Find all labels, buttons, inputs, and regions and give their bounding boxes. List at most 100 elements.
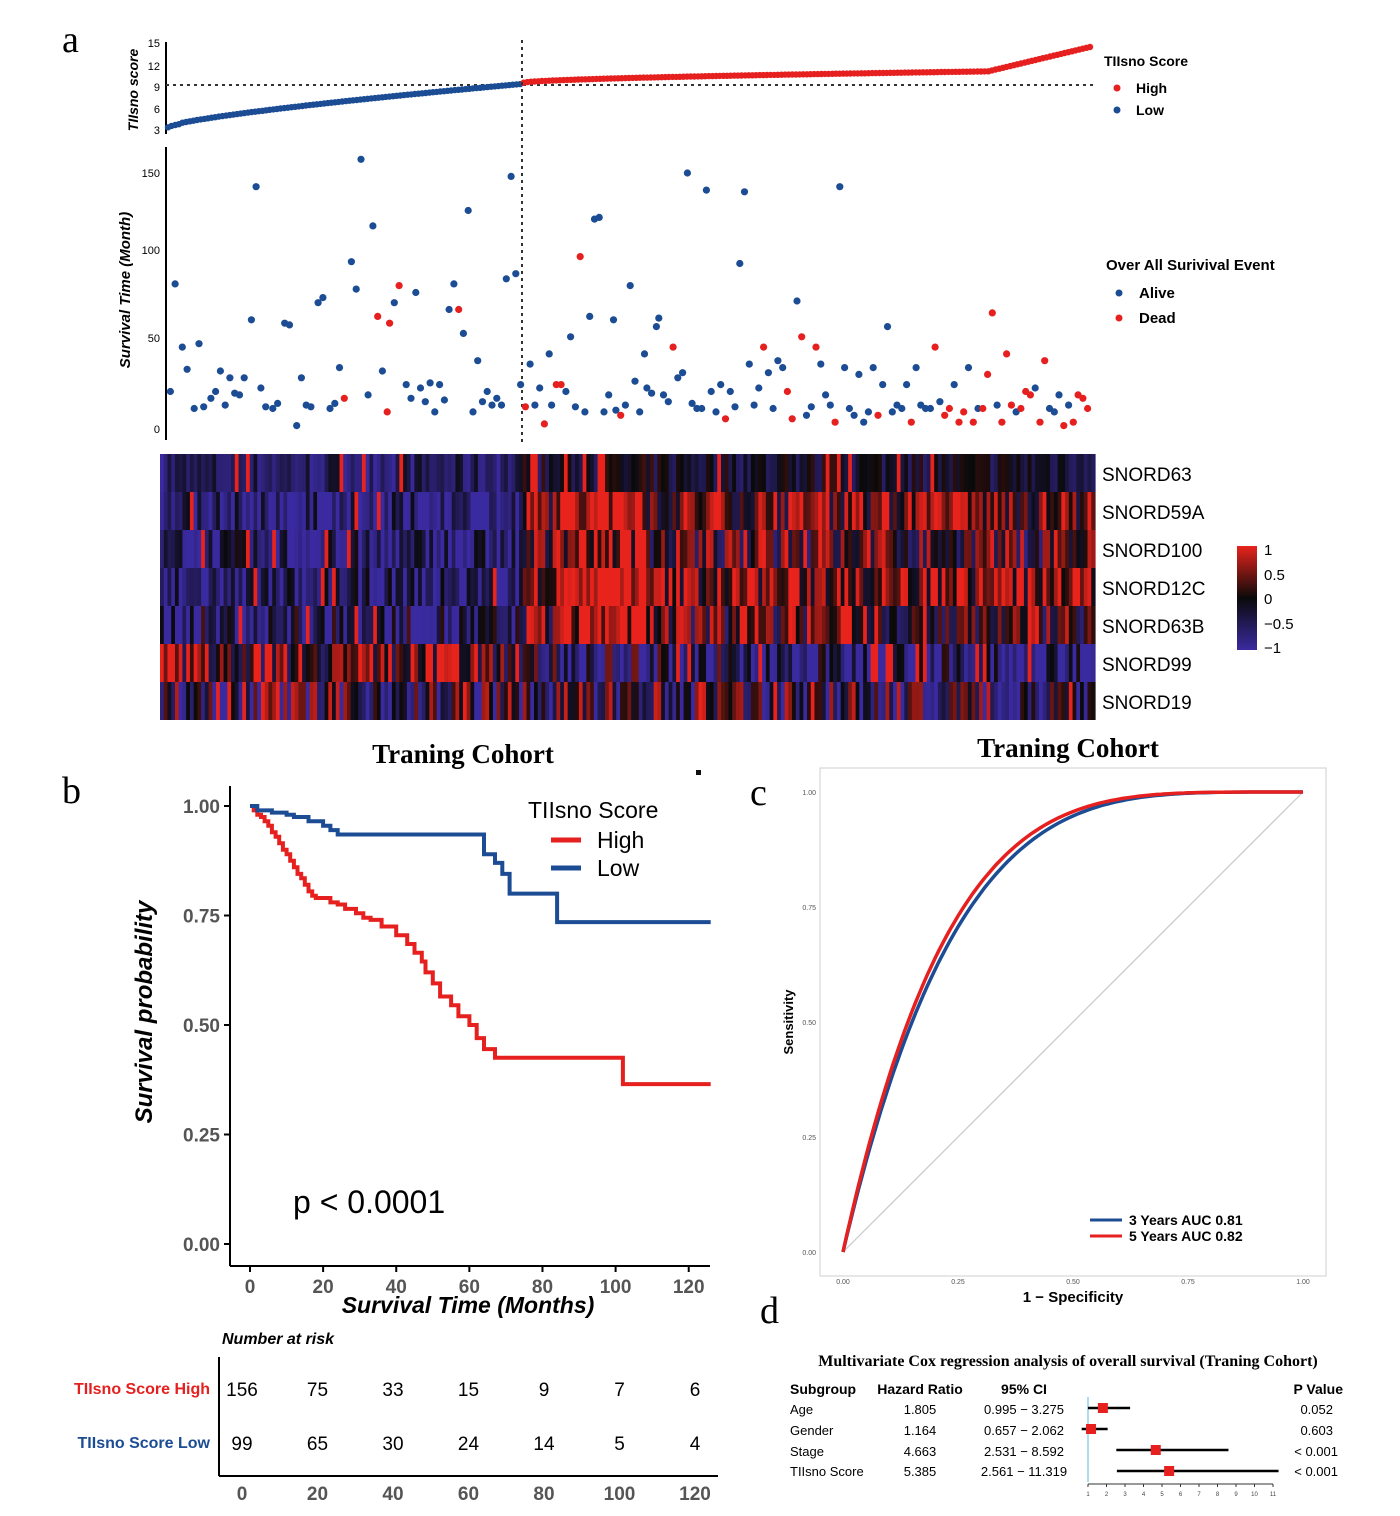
heatmap-cell <box>657 606 662 644</box>
heatmap-cell <box>373 606 378 644</box>
heatmap-cell <box>979 492 984 530</box>
heatmap-cell <box>384 606 389 644</box>
colorbar-tick: 0.5 <box>1264 567 1285 584</box>
heatmap-cell <box>552 644 558 682</box>
heatmap-cell <box>859 606 864 644</box>
heatmap-cell <box>272 568 277 606</box>
heatmap-cell <box>1027 568 1033 606</box>
heatmap-cell <box>421 644 427 682</box>
survival-dot <box>874 411 882 419</box>
heatmap-cell <box>178 682 184 720</box>
survival-dot <box>1079 394 1087 402</box>
heatmap-cell <box>369 454 374 492</box>
heatmap-cell <box>474 492 479 530</box>
heatmap-cell <box>519 606 524 644</box>
heatmap-cell <box>1027 644 1033 682</box>
heatmap-cell <box>679 454 685 492</box>
heatmap-cell <box>234 606 240 644</box>
heatmap-cell <box>844 606 849 644</box>
heatmap-cell <box>769 682 774 720</box>
survival-dot <box>571 403 580 411</box>
heatmap-cell <box>612 568 617 606</box>
heatmap-cell <box>821 454 827 492</box>
heatmap-cell <box>762 492 767 530</box>
heatmap-cell <box>1001 644 1006 682</box>
heatmap-cell <box>788 492 793 530</box>
heatmap-cell <box>777 492 782 530</box>
forest-row-hr: 5.385 <box>904 1464 937 1479</box>
heatmap-cell <box>388 530 393 568</box>
heatmap-cell <box>851 568 857 606</box>
heatmap-cell <box>893 454 898 492</box>
heatmap-cell <box>429 644 434 682</box>
heatmap-cell <box>795 606 801 644</box>
heatmap-cell <box>937 454 943 492</box>
heatmap-cell <box>956 530 961 568</box>
heatmap-cell <box>769 492 774 530</box>
forest-xtick-label: 9 <box>1234 1492 1238 1498</box>
heatmap-cell <box>298 682 303 720</box>
heatmap-cell <box>664 644 670 682</box>
heatmap-cell <box>664 606 670 644</box>
survival-dot <box>812 343 820 351</box>
heatmap-cell <box>216 454 221 492</box>
heatmap-cell <box>930 606 935 644</box>
heatmap-cell <box>735 644 741 682</box>
heatmap-cell <box>866 492 872 530</box>
heatmap-cell <box>571 454 576 492</box>
survival-dot <box>252 183 260 191</box>
heatmap-cell <box>717 492 722 530</box>
heatmap-cell <box>418 644 423 682</box>
heatmap-cell <box>358 492 363 530</box>
heatmap-cell <box>1031 606 1036 644</box>
heatmap-cell <box>1038 606 1044 644</box>
heatmap-cell <box>369 606 374 644</box>
heatmap-cell <box>504 606 509 644</box>
heatmap-cell <box>642 530 647 568</box>
heatmap-cell <box>792 454 797 492</box>
heatmap-cell <box>934 568 939 606</box>
heatmap-cell <box>836 530 842 568</box>
heatmap-cell <box>197 682 202 720</box>
heatmap-cell <box>795 492 801 530</box>
heatmap-cell <box>971 682 976 720</box>
heatmap-cell <box>750 454 756 492</box>
heatmap-cell <box>870 492 875 530</box>
heatmap-cell <box>911 568 917 606</box>
heatmap-cell <box>212 644 217 682</box>
heatmap-cell <box>840 568 846 606</box>
survival-dot <box>293 422 301 430</box>
heatmap-cell <box>1053 644 1059 682</box>
heatmap-cell <box>515 644 520 682</box>
heatmap-cell <box>421 568 427 606</box>
heatmap-cell <box>829 454 834 492</box>
heatmap-cell <box>1046 530 1051 568</box>
heatmap-cell <box>702 682 707 720</box>
heatmap-cell <box>328 530 333 568</box>
heatmap-cell <box>257 492 262 530</box>
heatmap-cell <box>904 454 909 492</box>
heatmap-cell <box>563 568 569 606</box>
heatmap-cell <box>919 568 924 606</box>
heatmap-cell <box>683 492 688 530</box>
heatmap-cell <box>481 682 486 720</box>
km-ytick-label: 0.75 <box>183 907 220 928</box>
heatmap-cell <box>406 530 412 568</box>
heatmap-cell <box>780 492 786 530</box>
heatmap-cell <box>328 644 333 682</box>
heatmap-cell <box>941 454 946 492</box>
heatmap-cell <box>672 568 677 606</box>
heatmap-cell <box>863 644 868 682</box>
heatmap-cell <box>302 492 307 530</box>
event-legend-title: Over All Surivival Event <box>1106 257 1275 274</box>
survival-dot <box>1050 408 1058 416</box>
survival-dot <box>850 411 858 419</box>
heatmap-cell <box>167 606 172 644</box>
heatmap-cell <box>844 530 849 568</box>
survival-dot <box>869 364 877 372</box>
survival-y-label: Survival Time (Month) <box>117 212 134 368</box>
survival-dot <box>576 253 584 261</box>
heatmap-cell <box>679 606 685 644</box>
survival-dot <box>548 401 556 409</box>
